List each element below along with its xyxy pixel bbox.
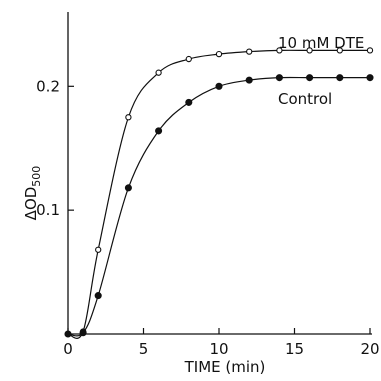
x-tick-label: 5 <box>139 340 149 358</box>
y-tick-label: 0.1 <box>36 201 60 219</box>
data-point-filled <box>155 127 163 135</box>
series-points <box>64 47 374 338</box>
axes <box>67 12 372 335</box>
data-point-filled <box>185 98 193 106</box>
data-point-open <box>336 47 343 54</box>
data-point-open <box>215 50 223 58</box>
data-point-filled <box>94 292 102 300</box>
y-axis-title: ΔOD500 <box>22 166 43 221</box>
data-point-open <box>246 48 253 55</box>
data-point-filled <box>336 74 344 82</box>
data-point-filled <box>366 74 374 82</box>
data-point-open <box>306 47 313 54</box>
y-ticks: 0.1 0.2 <box>36 77 74 219</box>
data-point-open <box>95 246 102 253</box>
x-tick-label: 20 <box>360 340 379 358</box>
x-ticks: 0 5 10 15 20 <box>63 328 380 358</box>
x-tick-label: 15 <box>285 340 304 358</box>
data-point-open <box>366 47 374 54</box>
y-axis-title-subscript: 500 <box>30 166 43 187</box>
series-label-control: Control <box>278 90 332 108</box>
x-axis-title: TIME (min) <box>184 358 266 376</box>
y-axis-title-group: ΔOD500 <box>22 166 43 221</box>
x-tick-label: 10 <box>209 340 228 358</box>
data-point-filled <box>79 329 87 337</box>
data-point-open <box>276 47 283 54</box>
data-point-open <box>155 69 162 76</box>
data-point-filled <box>215 82 223 90</box>
data-point-filled <box>306 74 314 82</box>
series-label-dte: 10 mM DTE <box>278 34 364 52</box>
y-tick-label: 0.2 <box>36 77 60 95</box>
data-point-filled <box>64 330 72 338</box>
data-point-filled <box>245 76 253 84</box>
x-tick-label: 0 <box>63 340 73 358</box>
series-line-1 <box>67 76 370 337</box>
data-point-filled <box>275 74 283 82</box>
data-point-open <box>185 55 192 63</box>
data-point-open <box>125 114 132 121</box>
y-axis-title-main: ΔOD <box>22 187 40 221</box>
data-point-filled <box>124 184 132 192</box>
